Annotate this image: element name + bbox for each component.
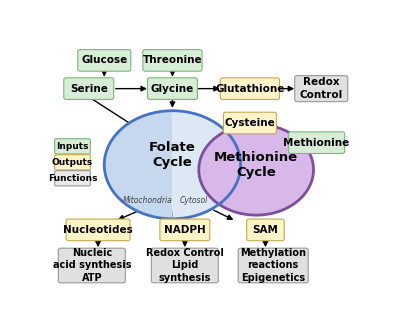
Text: Outputs: Outputs (52, 158, 93, 167)
Wedge shape (104, 111, 172, 219)
FancyBboxPatch shape (55, 171, 90, 186)
Text: Nucleotides: Nucleotides (63, 225, 133, 235)
FancyBboxPatch shape (66, 219, 130, 241)
Text: Methionine: Methionine (284, 138, 350, 148)
FancyBboxPatch shape (295, 76, 348, 102)
FancyBboxPatch shape (288, 132, 345, 153)
Text: Methylation
reactions
Epigenetics: Methylation reactions Epigenetics (240, 248, 306, 283)
FancyBboxPatch shape (78, 49, 131, 71)
FancyBboxPatch shape (55, 139, 90, 154)
Text: Glycine: Glycine (151, 84, 194, 94)
FancyBboxPatch shape (64, 78, 114, 100)
FancyBboxPatch shape (151, 248, 218, 283)
Text: Functions: Functions (48, 174, 97, 183)
Text: Glutathione: Glutathione (215, 84, 285, 94)
Text: NADPH: NADPH (164, 225, 206, 235)
FancyBboxPatch shape (220, 78, 280, 100)
Text: Folate
Cycle: Folate Cycle (149, 141, 196, 169)
FancyBboxPatch shape (160, 219, 210, 241)
FancyBboxPatch shape (55, 155, 90, 170)
Text: Serine: Serine (70, 84, 108, 94)
Text: Methionine
Cycle: Methionine Cycle (214, 151, 298, 179)
Text: Nucleic
acid synthesis
ATP: Nucleic acid synthesis ATP (52, 248, 131, 283)
FancyBboxPatch shape (58, 248, 125, 283)
FancyBboxPatch shape (224, 112, 276, 134)
Text: Cysteine: Cysteine (224, 118, 275, 128)
Text: Cytosol: Cytosol (180, 196, 208, 205)
Circle shape (199, 124, 314, 215)
Text: Mitochondria: Mitochondria (123, 196, 172, 205)
Text: Inputs: Inputs (56, 142, 89, 151)
Text: Redox
Control: Redox Control (300, 78, 343, 100)
Text: SAM: SAM (252, 225, 278, 235)
FancyBboxPatch shape (148, 78, 198, 100)
Text: Glucose: Glucose (81, 56, 127, 65)
FancyBboxPatch shape (238, 248, 308, 283)
Wedge shape (172, 111, 241, 219)
Text: Redox Control
Lipid
synthesis: Redox Control Lipid synthesis (146, 248, 224, 283)
FancyBboxPatch shape (247, 219, 284, 241)
Text: Threonine: Threonine (143, 56, 202, 65)
FancyBboxPatch shape (143, 49, 202, 71)
